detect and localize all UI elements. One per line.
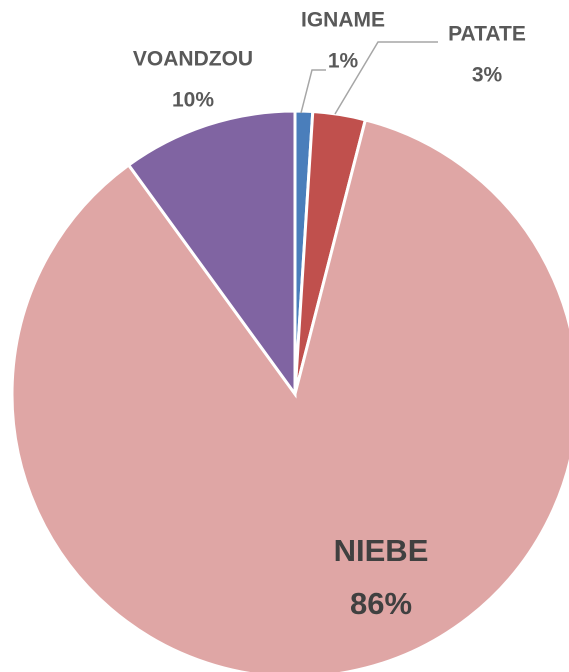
pie-slice [126, 109, 297, 399]
slice-value: 1% [328, 50, 359, 73]
slice-label: PATATE [448, 23, 526, 46]
slice-label: NIEBE [334, 533, 429, 568]
leader-line [334, 41, 438, 115]
slice-value: 86% [350, 586, 412, 621]
slice-label: IGNAME [301, 9, 385, 32]
slice-value: 3% [472, 64, 503, 87]
leader-line [300, 69, 326, 114]
slice-label: VOANDZOU [133, 48, 253, 71]
slice-value: 10% [172, 89, 214, 112]
